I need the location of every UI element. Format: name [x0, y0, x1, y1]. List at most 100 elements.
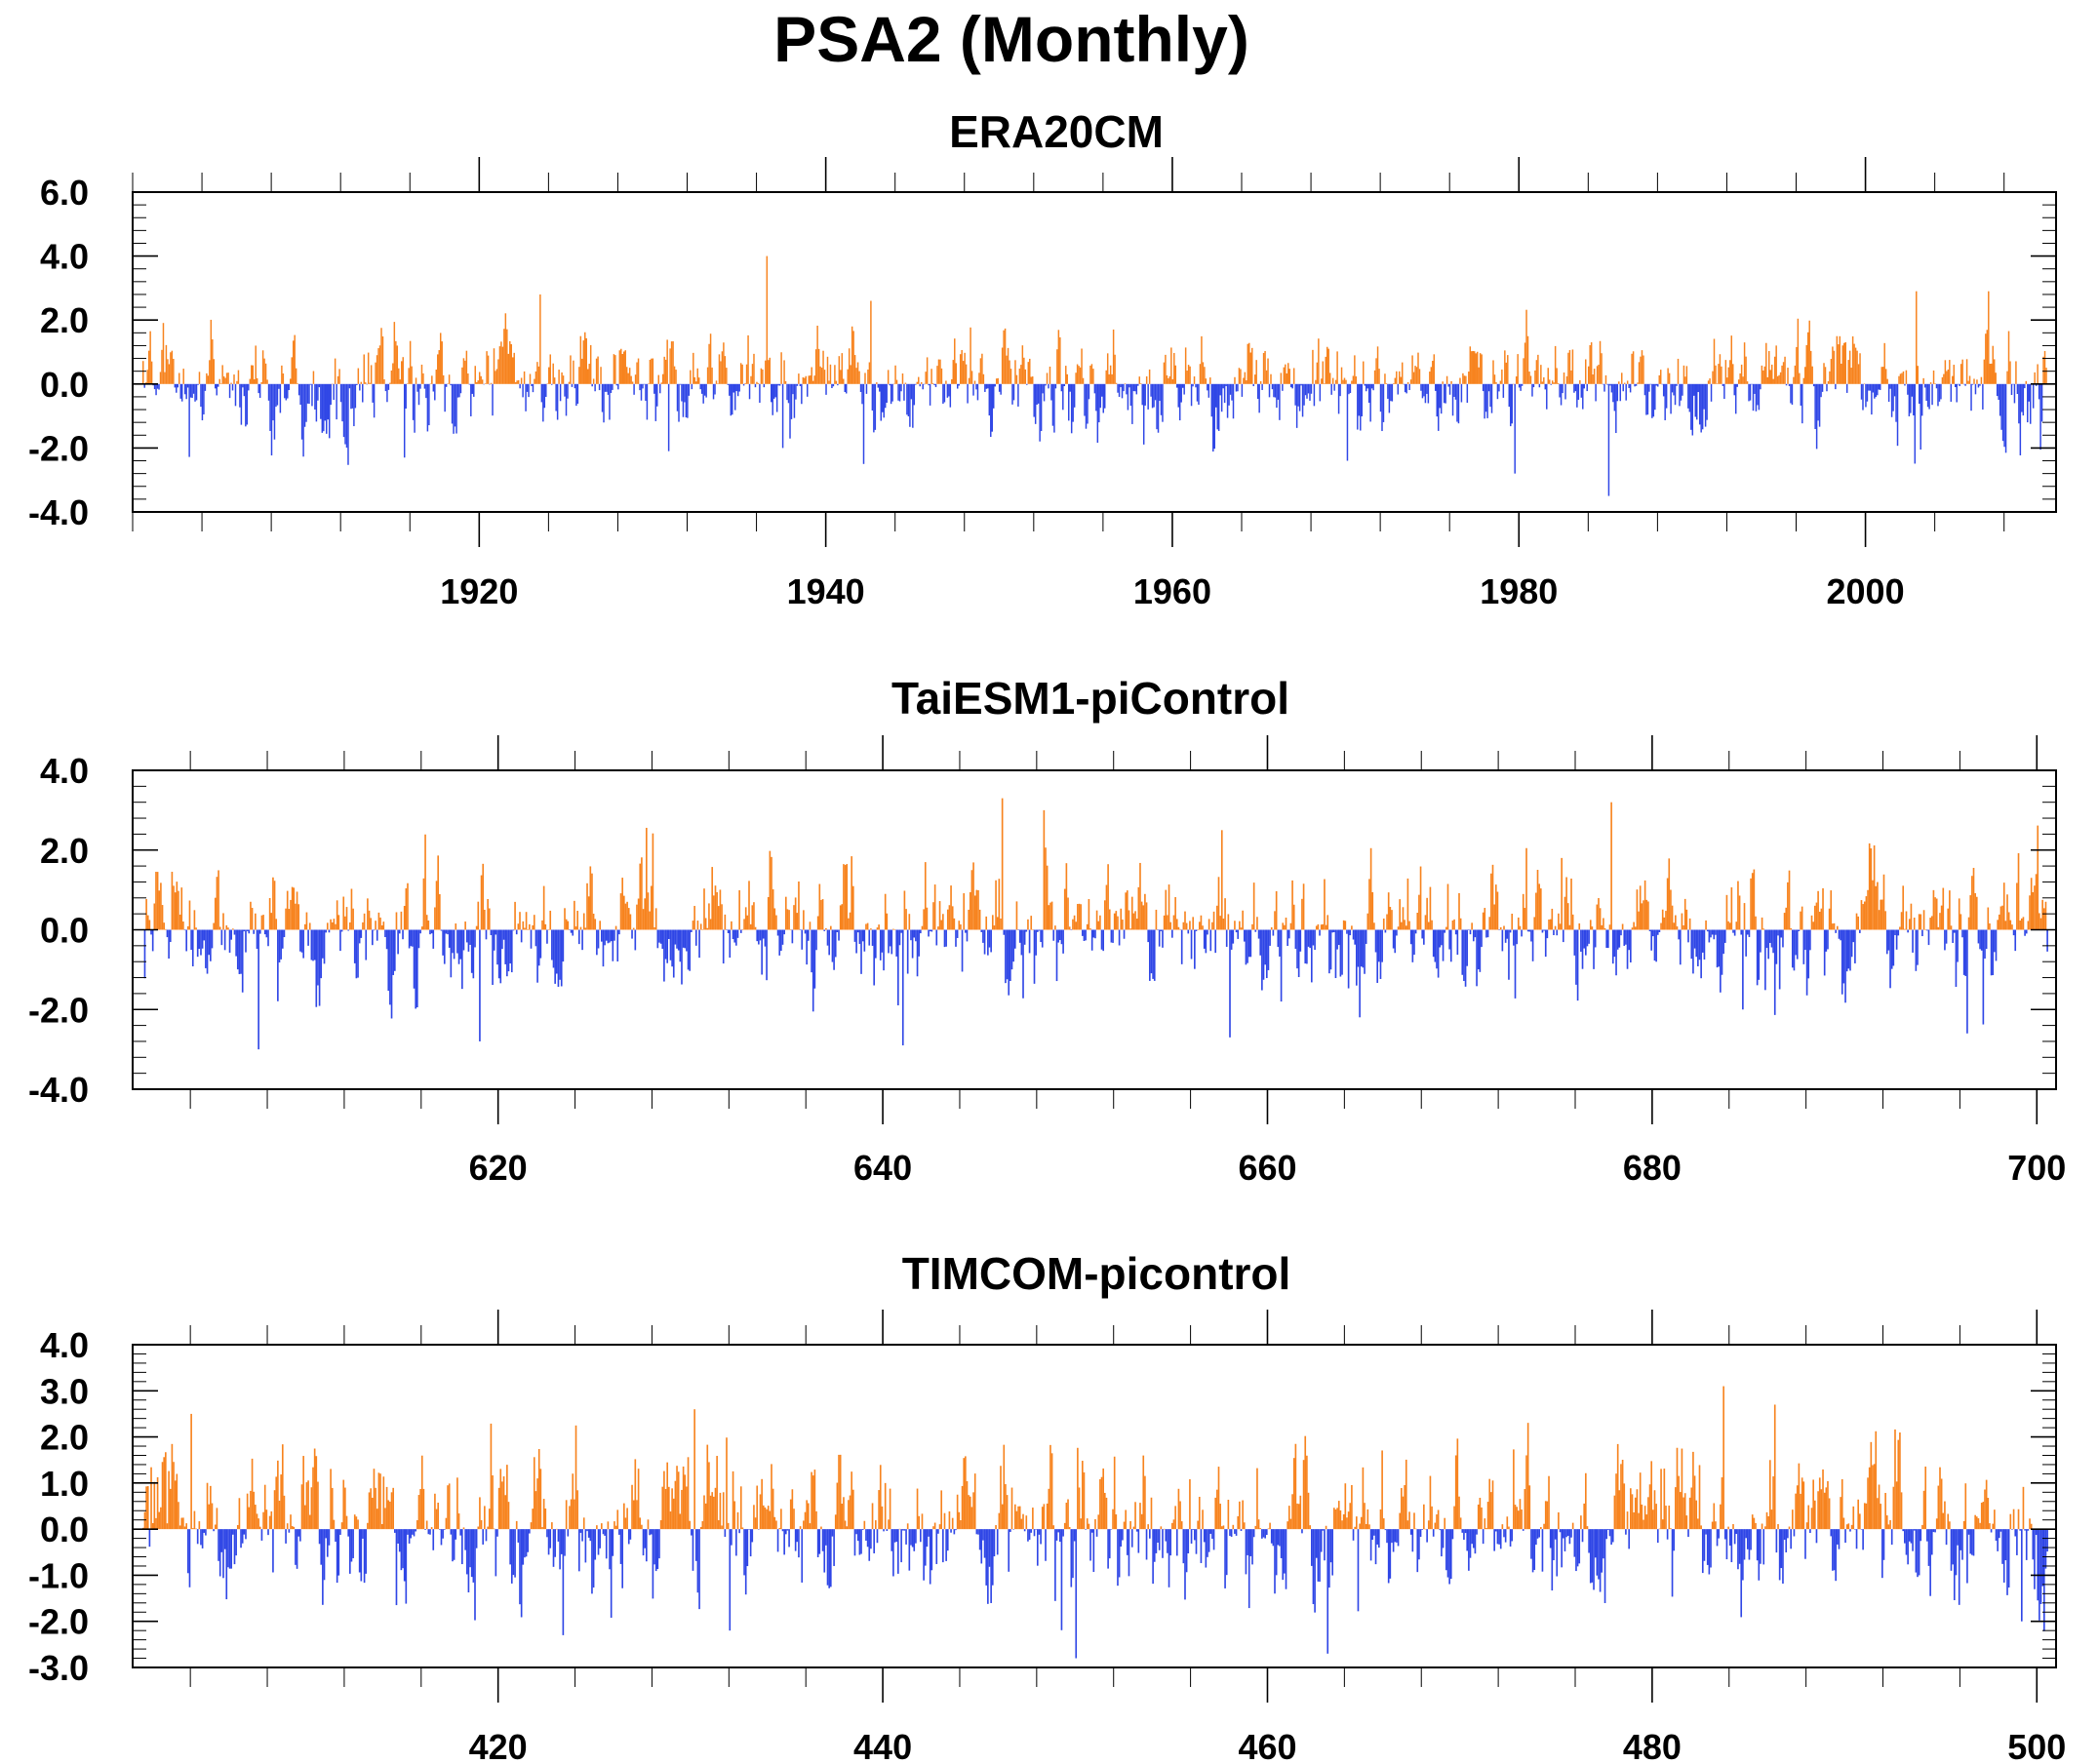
data-bar	[781, 929, 784, 945]
data-bar	[526, 383, 529, 392]
data-bar	[970, 371, 973, 384]
data-bar	[1509, 1529, 1512, 1547]
data-bar	[1181, 383, 1184, 388]
data-bar	[1579, 379, 1581, 384]
data-bar	[1809, 929, 1811, 951]
data-bar	[1704, 383, 1707, 427]
data-bar	[1217, 383, 1220, 431]
data-bar	[1419, 866, 1422, 930]
data-bar	[1190, 1529, 1193, 1544]
data-bar	[1486, 929, 1489, 938]
data-bar	[510, 929, 513, 973]
data-bar	[1001, 347, 1004, 384]
data-bar	[682, 1466, 685, 1530]
data-bar	[1894, 929, 1896, 936]
data-bar	[1375, 358, 1377, 384]
data-bar	[1531, 929, 1534, 961]
data-bar	[721, 904, 723, 930]
data-bar	[498, 346, 501, 384]
data-bar	[1244, 372, 1247, 384]
data-bar	[943, 1512, 946, 1530]
data-bar	[853, 355, 856, 384]
data-bar	[562, 375, 565, 384]
data-bar	[1414, 1528, 1417, 1530]
data-bar	[267, 929, 269, 947]
data-bar	[461, 929, 463, 990]
data-bar	[962, 361, 965, 384]
x-tick-label: 660	[1238, 1148, 1296, 1188]
data-bar	[422, 372, 424, 384]
data-bar	[1639, 1472, 1642, 1530]
data-bar	[990, 1529, 992, 1603]
data-bar	[1783, 1529, 1786, 1540]
data-bar	[1339, 383, 1341, 397]
data-bar	[769, 1510, 772, 1530]
data-bar	[1252, 882, 1255, 930]
data-bar	[1682, 1497, 1684, 1530]
data-bar	[1104, 383, 1106, 409]
data-bar	[881, 929, 884, 953]
data-bar	[1743, 903, 1746, 930]
data-bar	[623, 351, 625, 384]
data-bar	[1844, 341, 1846, 384]
data-bar	[1651, 383, 1653, 418]
data-bar	[1641, 1504, 1643, 1530]
data-bar	[348, 1529, 351, 1574]
data-bar	[841, 353, 844, 384]
data-bar	[386, 383, 388, 403]
data-bar	[1310, 929, 1313, 983]
data-bar	[617, 383, 619, 390]
data-bar	[330, 919, 332, 930]
data-bar	[1118, 383, 1121, 397]
data-bar	[462, 929, 465, 951]
data-bar	[1615, 383, 1617, 434]
data-bar	[1514, 929, 1517, 999]
data-bar	[1553, 929, 1555, 935]
data-bar	[649, 359, 652, 384]
data-bar	[501, 1481, 503, 1530]
data-bar	[558, 370, 560, 384]
data-bar	[1790, 1529, 1792, 1549]
data-bar	[1056, 349, 1058, 384]
data-bar	[471, 383, 474, 394]
data-bar	[1694, 383, 1696, 417]
data-bar	[350, 1529, 353, 1562]
data-bar	[302, 383, 304, 457]
data-bar	[607, 929, 610, 944]
data-bar	[876, 382, 878, 384]
data-bar	[1698, 1465, 1701, 1530]
data-bar	[1424, 1528, 1427, 1530]
data-bar	[1841, 1478, 1843, 1530]
data-bar	[326, 922, 329, 930]
data-bar	[434, 383, 436, 401]
data-bar	[1030, 376, 1032, 384]
data-bar	[1211, 1529, 1213, 1540]
data-bar	[560, 929, 563, 987]
data-bar	[456, 1477, 458, 1530]
data-bar	[1384, 1529, 1387, 1531]
data-bar	[1810, 1508, 1813, 1530]
data-bar	[1860, 383, 1863, 400]
data-bar	[1256, 1468, 1258, 1530]
data-bar	[875, 1520, 877, 1530]
data-bar	[1894, 1429, 1896, 1530]
data-bar	[178, 372, 180, 384]
data-bar	[151, 1523, 154, 1530]
data-bar	[1265, 1529, 1268, 1536]
data-bar	[1012, 1529, 1014, 1530]
data-bar	[1482, 383, 1484, 392]
data-bar	[1917, 1529, 1919, 1578]
x-tick-label: 640	[853, 1148, 912, 1188]
data-bar	[335, 923, 336, 930]
data-bar	[1735, 921, 1738, 930]
data-bar	[262, 1511, 264, 1530]
data-bar	[988, 1529, 991, 1567]
data-bar	[762, 929, 765, 939]
data-bar	[1076, 364, 1079, 384]
data-bar	[639, 863, 642, 930]
data-bar	[1025, 1515, 1028, 1530]
data-bar	[1875, 383, 1878, 398]
data-bar	[2006, 1529, 2008, 1595]
data-bar	[1078, 903, 1081, 930]
data-bar	[185, 383, 187, 400]
